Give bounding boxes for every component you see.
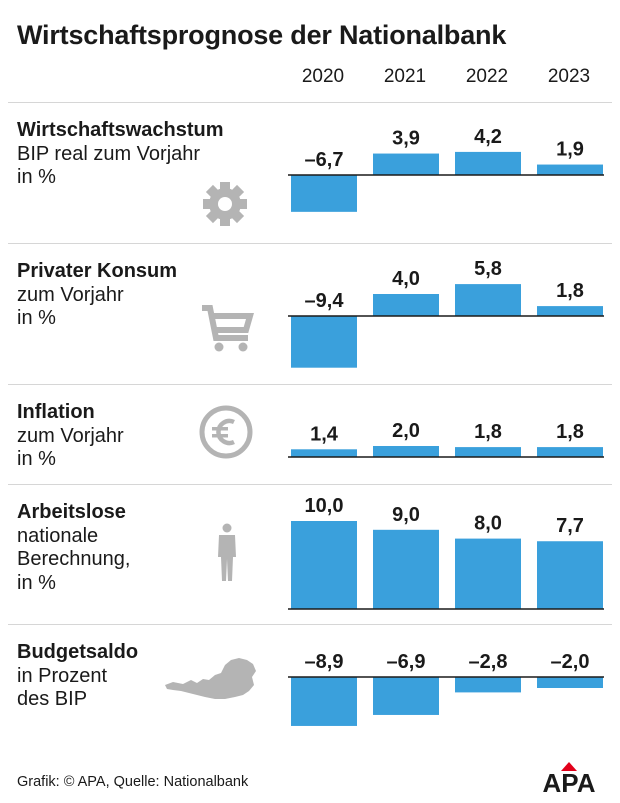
year-label-2020: 2020: [301, 66, 345, 87]
bar-2022: [455, 677, 521, 693]
bar-2023: [537, 164, 603, 175]
year-label-2021: 2021: [383, 66, 427, 87]
bar-2023: [537, 541, 603, 609]
divider: [8, 484, 612, 485]
panel-label: Inflation zum Vorjahr in %: [17, 401, 124, 472]
bar-value-label-2020: –6,7: [305, 149, 344, 171]
bar-2022: [455, 538, 521, 609]
bar-value-label-2022: 4,2: [474, 126, 502, 148]
person-icon: [214, 523, 240, 588]
panel-subtitle: zum Vorjahr in %: [17, 283, 124, 330]
panel-title: Arbeitslose: [17, 501, 126, 523]
bar-2022: [455, 447, 521, 457]
bar-2023: [537, 306, 603, 316]
bar-2022: [455, 151, 521, 175]
year-header: 2020 2021 2022 2023: [0, 66, 620, 90]
panel-label: Arbeitslose nationale Berechnung, in %: [17, 501, 130, 595]
divider: [8, 384, 612, 385]
bar-value-label-2021: 2,0: [392, 420, 420, 442]
panel-subtitle: nationale Berechnung, in %: [17, 524, 131, 594]
bar-2021: [373, 446, 439, 457]
bar-value-label-2021: 3,9: [392, 128, 420, 150]
panel-wirtschaftswachstum: Wirtschaftswachstum BIP real zum Vorjahr…: [0, 103, 620, 243]
bar-2020: [291, 316, 357, 368]
bar-2020: [291, 175, 357, 212]
panel-label: Privater Konsum zum Vorjahr in %: [17, 260, 177, 331]
bar-value-label-2023: 7,7: [556, 515, 584, 537]
bar-value-label-2023: 1,9: [556, 139, 584, 161]
bar-value-label-2022: 1,8: [474, 421, 502, 443]
bar-2021: [373, 294, 439, 316]
bar-2021: [373, 677, 439, 715]
bar-value-label-2020: –9,4: [305, 290, 345, 312]
bar-value-label-2021: 9,0: [392, 504, 420, 526]
bar-2021: [373, 153, 439, 175]
panel-budgetsaldo: Budgetsaldo in Prozent des BIP –8,9 –6,9–…: [0, 625, 620, 755]
panel-subtitle: in Prozent des BIP: [17, 664, 108, 711]
panel-title: Inflation: [17, 401, 95, 423]
bar-value-label-2020: 1,4: [310, 423, 339, 445]
bar-2023: [537, 447, 603, 457]
panel-subtitle: BIP real zum Vorjahr in %: [17, 142, 201, 189]
bar-value-label-2022: 5,8: [474, 258, 502, 280]
apa-logo: APA: [533, 762, 605, 799]
panel-title: Budgetsaldo: [17, 641, 139, 663]
panel-label: Wirtschaftswachstum BIP real zum Vorjahr…: [17, 119, 224, 190]
bar-value-label-2023: 1,8: [556, 280, 584, 302]
chart-privater-konsum: –9,4 4,0 5,8 1,8: [288, 258, 604, 368]
gear-icon: [200, 179, 250, 234]
apa-logo-triangle: [561, 762, 577, 771]
divider: [8, 624, 612, 625]
panel-subtitle: zum Vorjahr in %: [17, 424, 124, 471]
panel-privater-konsum: Privater Konsum zum Vorjahr in % –9,4 4,0…: [0, 244, 620, 384]
bar-2023: [537, 677, 603, 688]
bar-value-label-2022: 8,0: [474, 513, 502, 535]
bar-value-label-2020: 10,0: [305, 495, 344, 517]
divider: [8, 243, 612, 244]
bar-value-label-2023: 1,8: [556, 421, 584, 443]
apa-logo-text: APA: [543, 768, 596, 794]
bar-2020: [291, 449, 357, 457]
chart-budgetsaldo: –8,9 –6,9 –2,8 –2,0: [288, 651, 604, 726]
chart-arbeitslose: 10,0 9,0 8,0 7,7: [288, 495, 604, 610]
year-label-2023: 2023: [547, 66, 591, 87]
panel-inflation: Inflation zum Vorjahr in % 1,4 2,0 1,8 1,8: [0, 385, 620, 485]
panel-title: Wirtschaftswachstum: [17, 119, 224, 141]
panel-label: Budgetsaldo in Prozent des BIP: [17, 641, 138, 712]
year-label-2022: 2022: [465, 66, 509, 87]
bar-2022: [455, 284, 521, 316]
bar-value-label-2023: –2,0: [551, 651, 590, 673]
bar-value-label-2021: 4,0: [392, 268, 420, 290]
source-credit: Grafik: © APA, Quelle: Nationalbank: [17, 774, 249, 790]
panel-arbeitslose: Arbeitslose nationale Berechnung, in % 1…: [0, 485, 620, 625]
bar-value-label-2021: –6,9: [387, 651, 426, 673]
austria-map-icon: [163, 655, 259, 710]
chart-inflation: 1,4 2,0 1,8 1,8: [288, 420, 604, 458]
bar-value-label-2020: –8,9: [305, 651, 344, 673]
bar-value-label-2022: –2,8: [469, 651, 508, 673]
bar-2020: [291, 677, 357, 726]
euro-icon: [199, 405, 253, 464]
divider: [8, 102, 612, 103]
bar-2021: [373, 529, 439, 609]
shopping-cart-icon: [200, 300, 254, 359]
panel-title: Privater Konsum: [17, 260, 178, 282]
bar-2020: [291, 521, 357, 609]
chart-wirtschaftswachstum: –6,7 3,9 4,2 1,9: [288, 126, 604, 212]
page-title: Wirtschaftsprognose der Nationalbank: [17, 20, 507, 50]
